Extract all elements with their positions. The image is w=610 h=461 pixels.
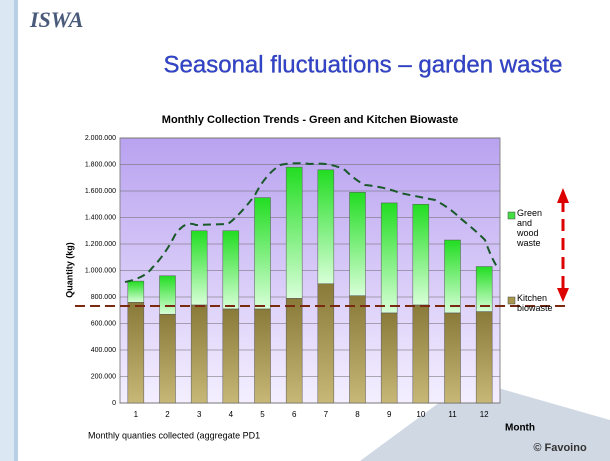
y-tick-label: 600.000 — [91, 320, 116, 327]
trend-curve — [124, 162, 499, 283]
decor — [360, 380, 610, 461]
x-tick-label: 5 — [260, 410, 265, 419]
x-tick-label: 7 — [324, 410, 329, 419]
bar-segment — [412, 304, 430, 404]
bar-segment — [190, 230, 208, 306]
x-tick-label: 12 — [480, 410, 489, 419]
chart-title: Monthly Collection Trends - Green and Ki… — [162, 114, 458, 126]
x-tick-label: 11 — [448, 410, 457, 419]
y-tick-label: 0 — [112, 400, 116, 407]
legend-label: Green and wood waste — [517, 208, 543, 248]
x-axis-label: Month — [505, 423, 535, 434]
bar-segment — [159, 313, 176, 404]
bar-segment — [317, 169, 335, 284]
x-tick-label: 8 — [355, 410, 360, 419]
arrow-head — [557, 188, 569, 203]
y-tick-label: 1.400.000 — [85, 214, 116, 221]
x-tick-label: 9 — [387, 410, 392, 419]
bar-segment — [254, 308, 271, 404]
x-tick-label: 4 — [229, 410, 234, 419]
y-tick-label: 1.800.000 — [85, 161, 116, 168]
credit: © Favoino — [533, 442, 587, 454]
y-tick-label: 200.000 — [91, 373, 116, 380]
legend-label: Kitchen biowaste — [517, 293, 553, 313]
bar-segment — [349, 295, 366, 404]
bar-segment — [285, 166, 303, 299]
side-strip — [14, 0, 18, 461]
logo: ISWA — [29, 7, 83, 32]
y-tick-label: 800.000 — [91, 294, 116, 301]
bar-segment — [412, 204, 430, 306]
bar-segment — [159, 275, 176, 315]
slide-title: Seasonal fluctuations – garden waste — [164, 51, 563, 78]
y-tick-label: 2.000.000 — [85, 135, 116, 142]
bar-segment — [127, 302, 145, 404]
y-tick-label: 1.600.000 — [85, 188, 116, 195]
y-tick-label: 400.000 — [91, 347, 116, 354]
bar-segment — [444, 239, 461, 314]
bar-segment — [349, 192, 366, 296]
x-tick-label: 10 — [416, 410, 425, 419]
y-axis-label: Quantity (kg) — [64, 242, 74, 298]
bar-segment — [475, 266, 493, 312]
x-tick-label: 3 — [197, 410, 202, 419]
y-tick-label: 1.200.000 — [85, 241, 116, 248]
legend-swatch — [507, 296, 516, 305]
bar-segment — [380, 202, 398, 314]
bar-segment — [254, 197, 271, 310]
legend-swatch — [507, 211, 516, 220]
bar-segment — [285, 298, 303, 404]
footnote: Monthly quanties collected (aggregate PD… — [88, 430, 260, 440]
side-strip — [0, 0, 14, 461]
x-tick-label: 2 — [165, 410, 170, 419]
y-tick-label: 1.000.000 — [85, 267, 116, 274]
bar-segment — [317, 283, 335, 404]
bar-segment — [222, 230, 240, 310]
bar-segment — [475, 311, 493, 404]
bar-segment — [444, 312, 461, 404]
arrow-head — [557, 288, 569, 302]
x-tick-label: 6 — [292, 410, 297, 419]
bar-segment — [127, 280, 145, 303]
x-tick-label: 1 — [134, 410, 139, 419]
bar-segment — [380, 312, 398, 404]
bar-segment — [222, 308, 240, 404]
bar-segment — [190, 304, 208, 404]
